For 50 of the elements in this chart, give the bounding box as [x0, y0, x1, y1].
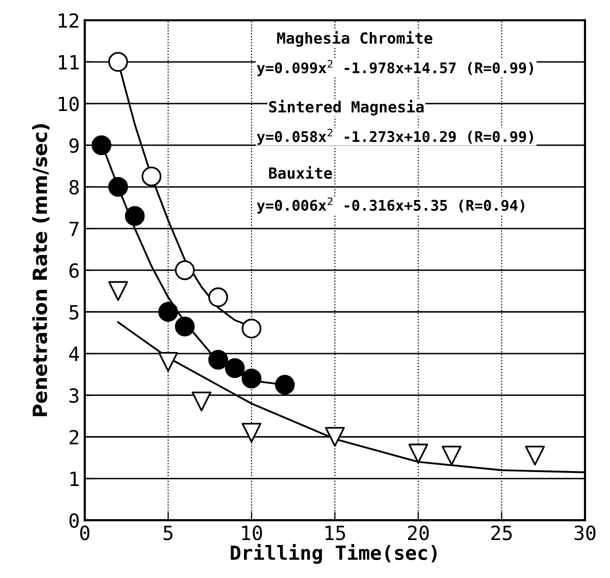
y-tick-label: 1	[70, 472, 79, 486]
y-tick-label: 0	[69, 513, 79, 528]
y-axis-title: Penetration Rate (mm/sec)	[32, 124, 50, 416]
x-tick-label: 5	[164, 526, 172, 540]
point	[108, 176, 128, 197]
point	[274, 374, 295, 395]
point	[174, 260, 195, 280]
annotation: Sintered Magnesia	[269, 100, 424, 116]
point	[124, 206, 145, 226]
point	[525, 446, 545, 466]
y-tick-label: 7	[70, 222, 78, 236]
point	[442, 446, 462, 466]
x-axis-title: Drilling Time(sec)	[230, 544, 437, 564]
point	[208, 287, 228, 308]
y-tick-label: 10	[58, 96, 79, 112]
point	[242, 422, 262, 443]
x-tick-label: 30	[574, 526, 596, 540]
point	[325, 426, 345, 447]
point	[242, 368, 262, 388]
x-tick-label: 10	[242, 526, 262, 540]
point	[208, 350, 228, 370]
point	[192, 392, 212, 412]
text: y=0.006x$^{2}$ -0.316x+5.35 (R=0.94)	[256, 197, 524, 214]
y-tick-label: 2	[70, 430, 78, 444]
x-tick-label: 0	[80, 526, 90, 540]
point	[158, 302, 178, 322]
y-tick-label: 6	[69, 263, 79, 278]
point	[108, 281, 128, 301]
y-tick-label: 9	[69, 138, 79, 153]
y-tick-label: 4	[69, 346, 79, 361]
annotation: Maghesia Chromite	[277, 31, 432, 47]
x-tick-label: 20	[408, 526, 429, 540]
x-tick-label: 25	[491, 526, 512, 540]
y-tick-label: 3	[70, 388, 78, 403]
point	[224, 358, 245, 378]
x-tick-label: 15	[326, 526, 346, 540]
y-tick-label: 12	[58, 13, 78, 28]
y-tick-label: 11	[58, 55, 79, 70]
y-tick-label: 5	[70, 305, 78, 320]
point	[408, 444, 428, 464]
point	[242, 318, 262, 338]
text: y=0.058x$^{2}$ -1.273x+10.29 (R=0.99)	[256, 128, 534, 145]
point	[92, 135, 112, 156]
annotation: Bauxite	[269, 166, 332, 179]
point	[158, 352, 178, 372]
point	[108, 52, 128, 72]
point	[142, 166, 162, 186]
y-tick-label: 8	[69, 180, 79, 195]
text: y=0.099x$^{2}$ -1.978x+14.57 (R=0.99)	[256, 60, 534, 76]
point	[174, 316, 195, 336]
